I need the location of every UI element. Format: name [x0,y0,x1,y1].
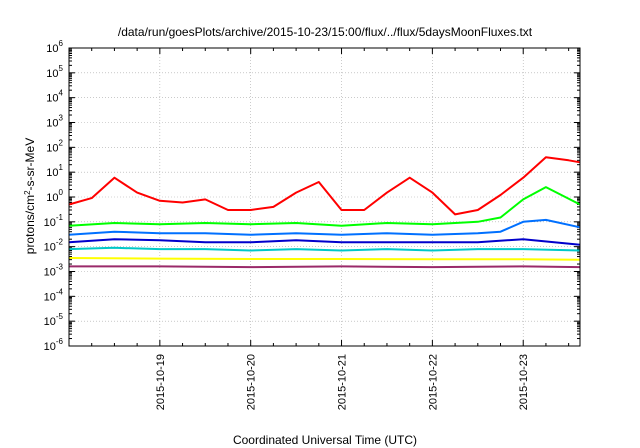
y-tick-label: 10-2 [44,238,64,254]
plot-frame [68,47,581,347]
y-tick-label: 10-1 [44,213,64,229]
series-line [68,257,581,261]
series-line [69,265,581,269]
grid [69,48,580,346]
x-tick-label: 2015-10-23 [518,354,530,410]
y-tick-label: 103 [46,114,63,130]
series-line [68,238,581,246]
series-line [68,246,581,252]
y-tick-label: 100 [46,188,63,204]
y-tick-label: 106 [46,39,63,55]
y-tick-label: 105 [46,64,63,80]
y-tick-label: 10-5 [44,312,64,328]
series-lines [68,156,581,269]
y-tick-label: 10-3 [44,263,64,279]
y-tick-label: 104 [46,89,63,105]
series-line [68,156,581,216]
chart-title: /data/run/goesPlots/archive/2015-10-23/1… [118,25,533,39]
y-tick-label: 101 [46,163,63,179]
x-tick-label: 2015-10-19 [155,354,167,410]
x-tick-label: 2015-10-22 [427,354,439,410]
x-tick-label: 2015-10-20 [246,354,258,410]
series-line [68,218,581,236]
series-line [68,186,581,227]
x-axis-label: Coordinated Universal Time (UTC) [233,433,417,447]
y-tick-label: 10-4 [44,287,64,303]
y-tick-label: 102 [46,138,63,154]
y-tick-label: 10-6 [44,337,64,353]
x-tick-label: 2015-10-21 [337,354,349,410]
y-axis-label: protons/cm2-s-sr-MeV [23,138,38,254]
